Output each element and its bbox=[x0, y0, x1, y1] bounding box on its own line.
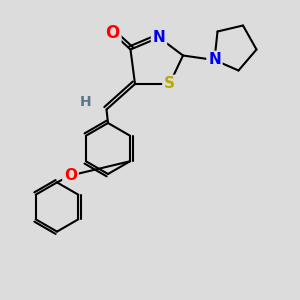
Text: N: N bbox=[153, 30, 165, 45]
Text: H: H bbox=[80, 95, 91, 109]
Text: O: O bbox=[105, 24, 120, 42]
Text: S: S bbox=[164, 76, 175, 92]
Text: O: O bbox=[64, 168, 77, 183]
Text: N: N bbox=[208, 52, 221, 68]
